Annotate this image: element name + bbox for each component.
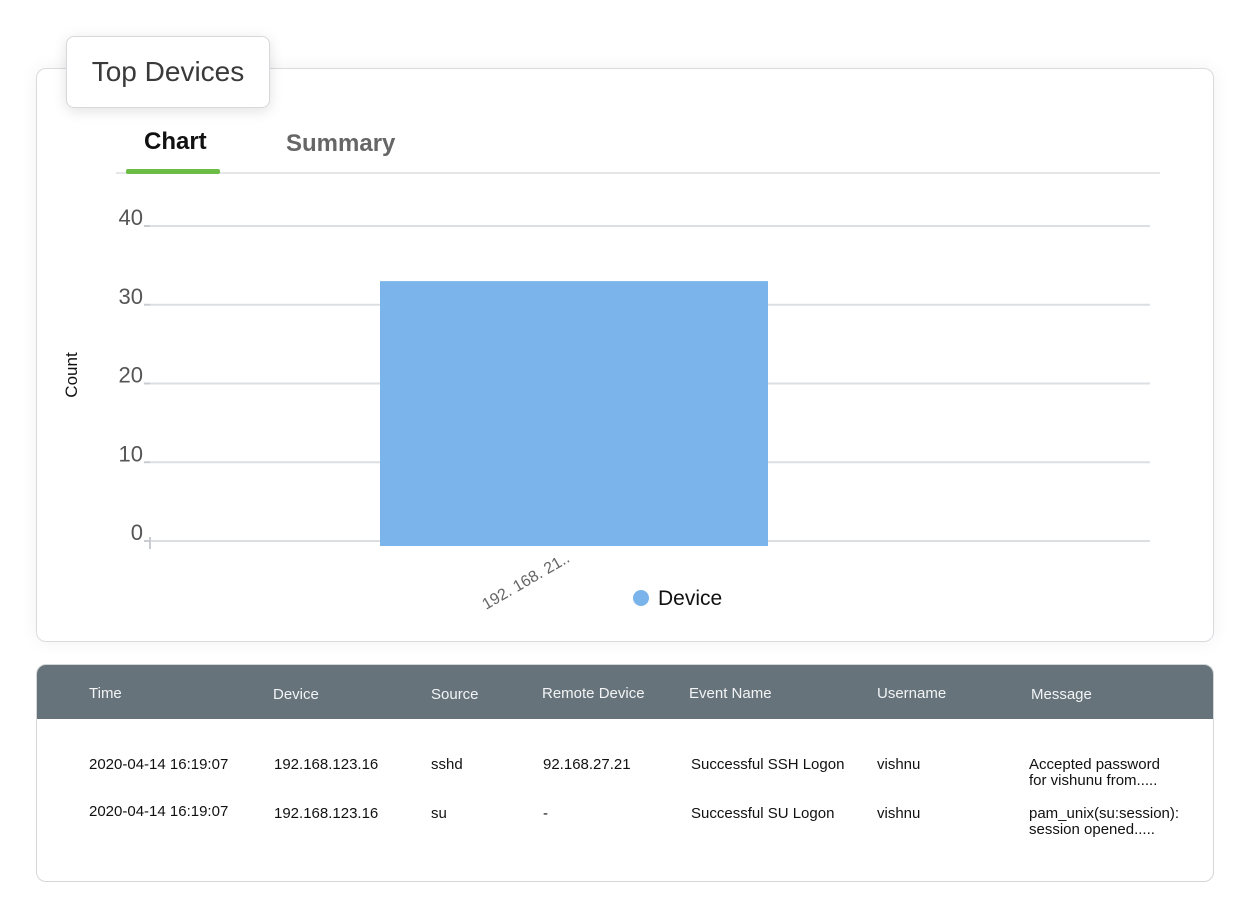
col-header-remote-device[interactable]: Remote Device — [542, 685, 645, 702]
active-tab-indicator — [126, 169, 220, 174]
cell-event-name: Successful SSH Logon — [691, 756, 845, 773]
tab-chart[interactable]: Chart — [144, 128, 207, 155]
cell-device: 192.168.123.16 — [274, 805, 379, 822]
col-header-device[interactable]: Device — [273, 686, 319, 703]
legend-label: Device — [658, 587, 722, 610]
y-tick-label: 20 — [119, 363, 143, 388]
cell-source: su — [431, 805, 447, 822]
col-header-source[interactable]: Source — [431, 686, 479, 703]
col-header-event-name[interactable]: Event Name — [689, 685, 772, 702]
y-tick-label: 0 — [131, 520, 143, 545]
events-table: Time Device Source Remote Device Event N… — [36, 664, 1214, 882]
col-header-time[interactable]: Time — [89, 685, 122, 702]
cell-time: 2020-04-14 16:19:07 — [89, 803, 229, 820]
x-tick-label: 192. 168. 21.. — [480, 550, 573, 614]
cell-device: 192.168.123.16 — [274, 756, 379, 773]
cell-remote-device: - — [543, 805, 548, 822]
y-axis-label: Count — [62, 352, 81, 398]
widget-title: Top Devices — [66, 36, 270, 108]
cell-message: Accepted password for vishunu from..... — [1029, 756, 1160, 789]
table-header: Time Device Source Remote Device Event N… — [37, 665, 1213, 719]
y-tick-label: 40 — [119, 205, 143, 230]
tab-summary[interactable]: Summary — [286, 130, 396, 157]
cell-message: pam_unix(su:session): session opened....… — [1029, 805, 1180, 838]
col-header-username[interactable]: Username — [877, 685, 947, 702]
bar — [380, 281, 768, 546]
col-header-message[interactable]: Message — [1031, 686, 1092, 703]
cell-username: vishnu — [877, 805, 921, 822]
y-tick-label: 10 — [119, 441, 143, 466]
cell-remote-device: 92.168.27.21 — [543, 756, 631, 773]
cell-time: 2020-04-14 16:19:07 — [89, 756, 229, 773]
cell-event-name: Successful SU Logon — [691, 805, 835, 822]
cell-username: vishnu — [877, 756, 921, 773]
legend-marker-icon — [633, 590, 649, 606]
y-tick-label: 30 — [119, 284, 143, 309]
tab-divider — [116, 172, 1160, 174]
cell-source: sshd — [431, 756, 463, 773]
